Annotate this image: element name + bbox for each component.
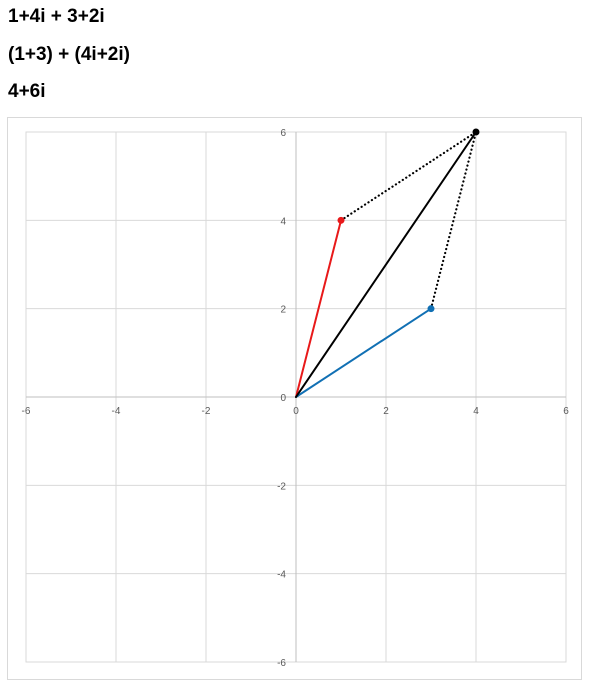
expression-result: 4+6i	[8, 81, 46, 102]
y-tick-label: -4	[277, 570, 286, 581]
x-tick-label: 6	[563, 406, 569, 417]
complex-plane-chart: -6 -4 -2 0 2 4 6 -6 -4 -2 0 2 4 6	[22, 128, 570, 669]
x-tick-label: 2	[383, 406, 389, 417]
series-line-parallelogram-side-b	[429, 130, 478, 310]
y-tick-label: 2	[280, 305, 286, 316]
y-tick-label: -2	[277, 481, 286, 492]
series-line-3-2i	[295, 307, 432, 398]
expression-grouped: (1+3) + (4i+2i)	[8, 44, 130, 65]
chart-area: -6 -4 -2 0 2 4 6 -6 -4 -2 0 2 4 6	[7, 117, 582, 680]
point-marker-1-4i	[337, 216, 345, 224]
y-tick-label: 0	[280, 393, 286, 404]
x-tick-label: -2	[202, 406, 211, 417]
x-tick-label: 4	[473, 406, 479, 417]
y-tick-label: -6	[277, 658, 286, 669]
point-marker-4-6i	[472, 128, 480, 136]
y-tick-label: 4	[280, 216, 286, 227]
series-line-1-4i	[295, 219, 342, 398]
point-marker-3-2i	[427, 305, 435, 313]
x-tick-label: 0	[293, 406, 299, 417]
expression-sum: 1+4i + 3+2i	[8, 6, 105, 27]
series-line-parallelogram-side-a	[339, 130, 478, 222]
x-tick-label: -4	[112, 406, 121, 417]
series-line-4-6i	[295, 131, 477, 398]
x-tick-label: -6	[22, 406, 31, 417]
y-tick-label: 6	[280, 128, 286, 139]
